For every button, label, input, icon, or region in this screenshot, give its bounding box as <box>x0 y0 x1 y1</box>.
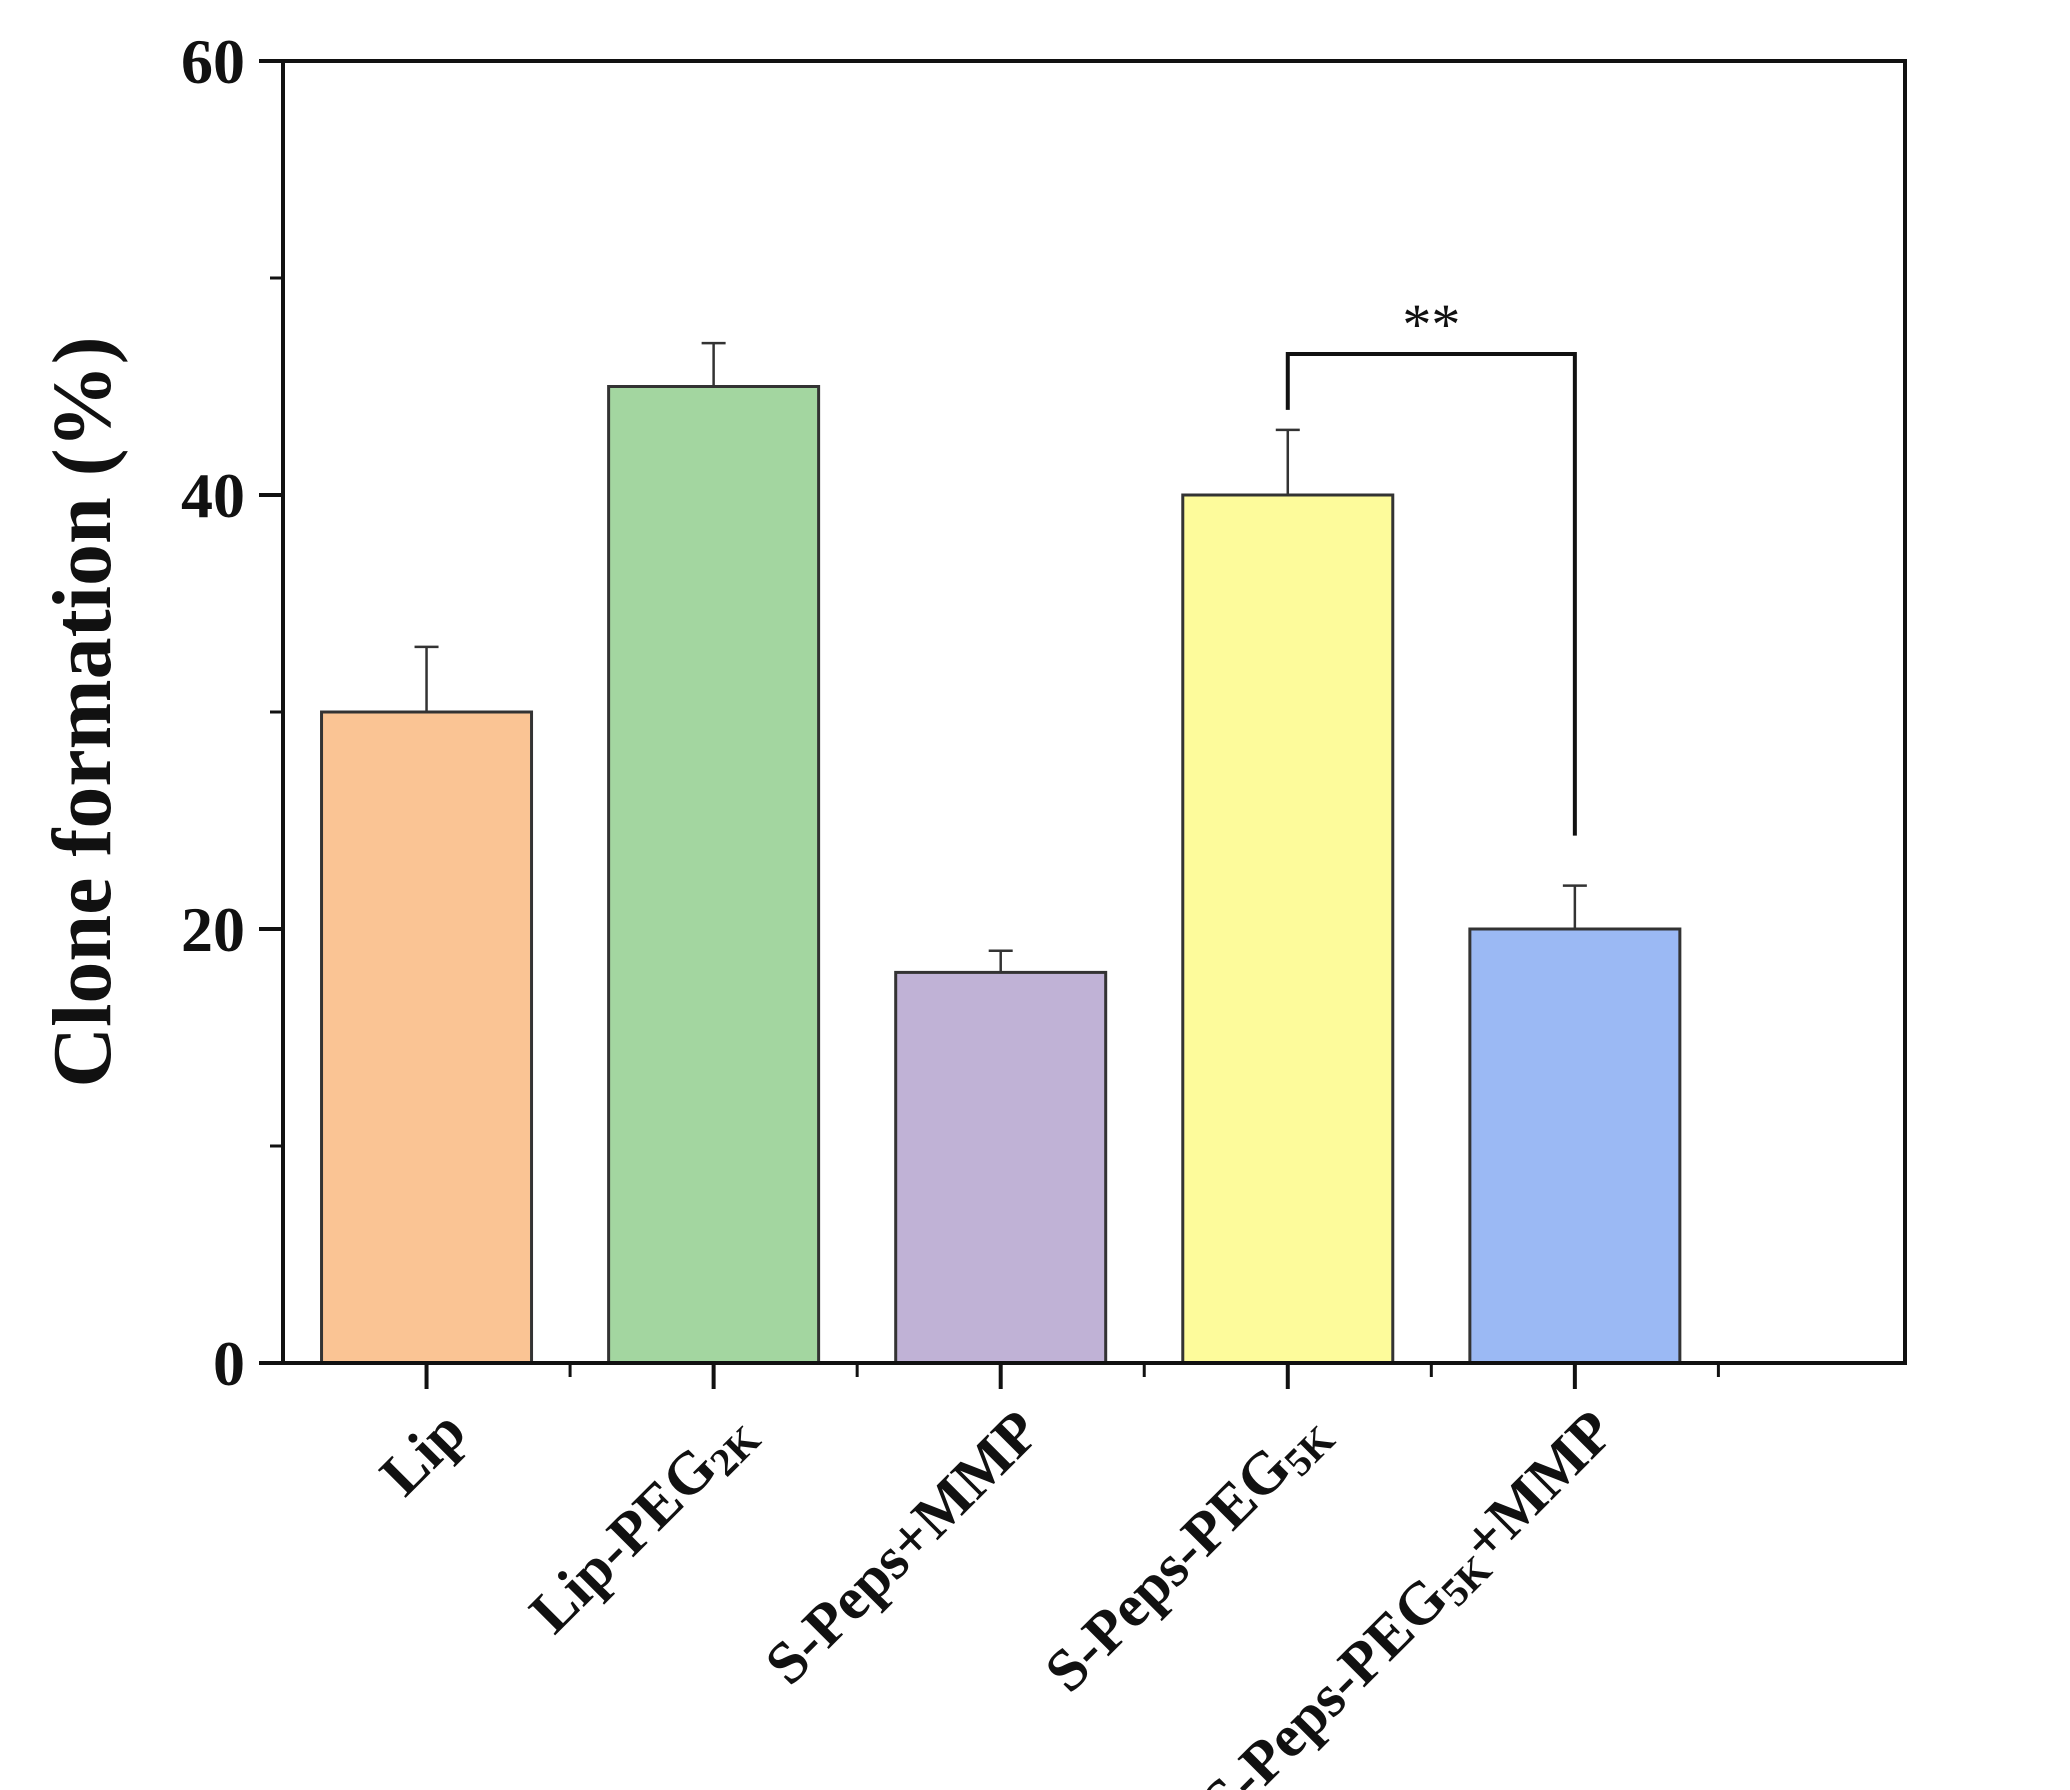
y-tick-label: 20 <box>181 894 245 965</box>
x-axis: Lip Lip-PEG2KS-Peps+MMPS-Peps-PEG5KS-Peps… <box>367 1363 1720 1790</box>
y-axis-title: Clone formation (%) <box>36 336 129 1087</box>
bar <box>607 385 821 1365</box>
error-bars <box>414 341 1587 973</box>
x-tick-label: Lip <box>367 1398 477 1508</box>
bar <box>320 710 534 1365</box>
x-tick-label: S-Peps-PEG5K <box>1032 1398 1343 1709</box>
bar <box>894 970 1108 1365</box>
y-tick-label: 40 <box>181 460 245 531</box>
y-tick-label: 0 <box>213 1328 245 1399</box>
bar <box>1181 493 1395 1365</box>
bars <box>320 385 1682 1365</box>
significance-line <box>1285 351 1577 836</box>
x-tick-label: Lip-PEG2K <box>517 1398 769 1650</box>
significance-bracket: ** <box>1285 292 1577 836</box>
y-axis: 0 20 40 60 <box>181 26 283 1399</box>
y-tick-label: 60 <box>181 26 245 97</box>
significance-label: ** <box>1402 292 1460 357</box>
x-tick-label: S-Peps+MMP <box>752 1398 1051 1697</box>
bar <box>1468 927 1682 1365</box>
